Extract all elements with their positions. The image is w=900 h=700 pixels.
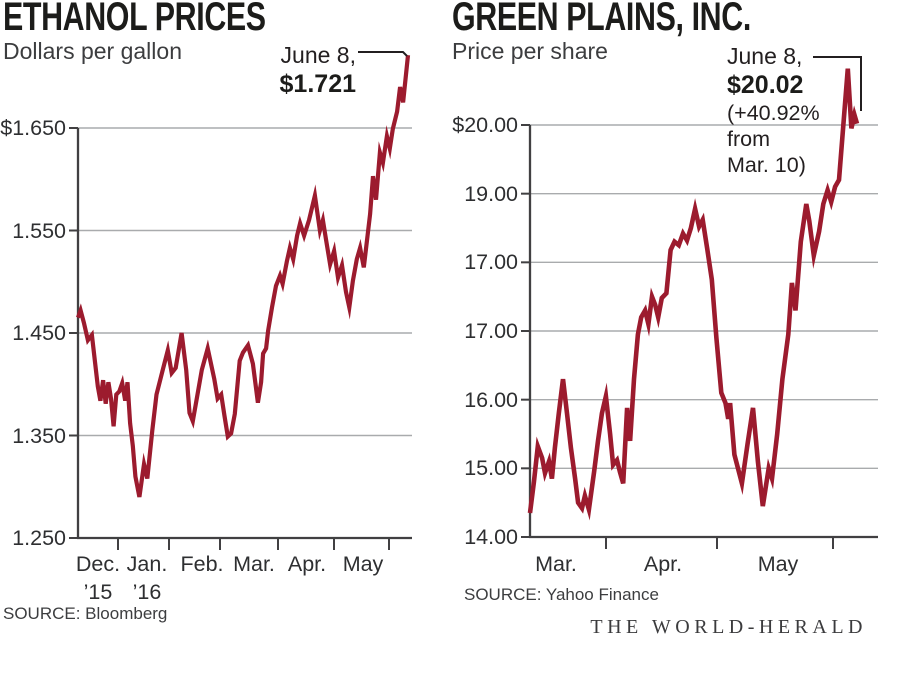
y-tick-label: 17.00	[464, 319, 518, 343]
y-tick-label: 1.450	[12, 321, 66, 345]
ethanol-annotation-value: $1.721	[279, 70, 356, 98]
ethanol-annotation: June 8, $1.721	[216, 42, 356, 99]
ethanol-price-line	[76, 54, 411, 498]
y-tick-label: 1.250	[12, 526, 66, 550]
ethanol-chart-subtitle: Dollars per gallon	[3, 38, 182, 64]
green-plains-annotation-value: $20.02	[727, 71, 804, 99]
y-tick-label: $20.00	[452, 113, 518, 137]
x-tick-label: Feb.	[180, 552, 224, 576]
y-tick-label: 17.00	[464, 250, 518, 275]
x-tick-label: Apr.	[287, 552, 327, 576]
y-tick-label: 15.00	[464, 456, 518, 481]
green-plains-chart-subtitle: Price per share	[452, 38, 608, 64]
green-plains-annotation-date: June 8,	[727, 43, 803, 69]
x-tick-label: Jan. ’16	[126, 552, 168, 604]
green-plains-annotation-change-3: Mar. 10)	[727, 153, 806, 177]
green-plains-annotation-change-2: from	[727, 127, 770, 151]
ethanol-annotation-date: June 8,	[280, 42, 356, 68]
y-tick-label: 19.00	[464, 181, 518, 206]
ethanol-source-credit: SOURCE: Bloomberg	[3, 604, 168, 623]
green-plains-annotation-change: (+40.92%	[727, 101, 820, 125]
y-tick-label: 16.00	[464, 387, 518, 412]
ethanol-chart-title: ETHANOL PRICES	[3, 0, 266, 39]
x-tick-label: Mar.	[233, 552, 275, 576]
green-plains-annotation: June 8, $20.02 (+40.92% from Mar. 10)	[727, 43, 820, 178]
x-tick-label: Apr.	[643, 552, 683, 576]
annotation-callout-line	[358, 51, 408, 57]
x-tick-label: May	[757, 552, 799, 576]
green-plains-source-credit: SOURCE: Yahoo Finance	[464, 585, 659, 604]
y-tick-label: $1.650	[0, 116, 66, 140]
green-plains-chart-title: GREEN PLAINS, INC.	[452, 0, 751, 39]
x-tick-label: Mar.	[535, 552, 577, 576]
y-tick-label: 1.350	[12, 423, 66, 448]
y-tick-label: 1.550	[12, 218, 66, 243]
green-plains-price-line	[527, 68, 860, 521]
publication-credit: THE WORLD-HERALD	[590, 616, 867, 638]
x-tick-label: Dec. ’15	[75, 552, 121, 604]
y-tick-label: 14.00	[464, 525, 518, 549]
x-tick-label: May	[342, 552, 384, 576]
annotation-callout-line	[813, 56, 862, 111]
